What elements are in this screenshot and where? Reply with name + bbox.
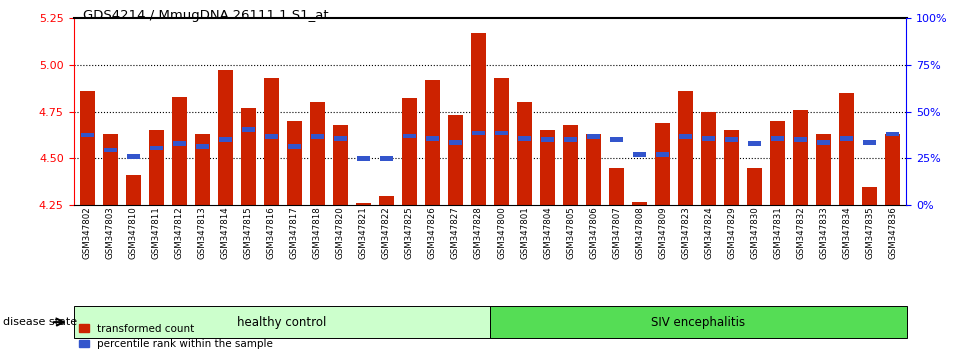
Bar	[219, 137, 232, 142]
Text: GDS4214 / MmugDNA.26111.1.S1_at: GDS4214 / MmugDNA.26111.1.S1_at	[83, 9, 329, 22]
Bar	[587, 135, 601, 139]
Bar	[104, 148, 117, 152]
Bar	[425, 80, 440, 205]
Bar	[771, 136, 784, 141]
Text: healthy control: healthy control	[237, 316, 326, 329]
Bar	[886, 132, 900, 136]
Bar	[356, 204, 370, 205]
Bar	[495, 131, 509, 136]
Bar	[839, 93, 855, 205]
Bar	[80, 133, 94, 137]
Bar	[172, 97, 187, 205]
Bar	[517, 136, 531, 141]
Bar	[586, 134, 601, 205]
Bar	[126, 154, 140, 159]
Bar	[218, 70, 233, 205]
Legend: transformed count, percentile rank within the sample: transformed count, percentile rank withi…	[78, 324, 273, 349]
Bar	[863, 140, 876, 145]
Bar	[265, 135, 278, 139]
Bar	[862, 187, 877, 205]
Bar	[196, 144, 209, 149]
Bar	[747, 168, 762, 205]
Bar	[103, 134, 118, 205]
Bar	[334, 136, 347, 141]
Bar	[793, 110, 808, 205]
Bar	[632, 201, 647, 205]
Bar	[333, 125, 348, 205]
Bar	[541, 137, 555, 142]
Bar	[656, 152, 669, 157]
Bar	[794, 137, 808, 142]
Bar	[310, 102, 325, 205]
Bar	[287, 121, 302, 205]
Bar	[172, 141, 186, 146]
Bar	[494, 78, 509, 205]
Bar	[264, 78, 279, 205]
Bar	[702, 136, 715, 141]
Bar	[540, 130, 555, 205]
Bar	[125, 175, 141, 205]
Bar	[610, 168, 624, 205]
Bar	[817, 140, 830, 145]
Bar	[701, 112, 716, 205]
Bar	[74, 306, 490, 338]
Bar	[490, 306, 906, 338]
Bar	[471, 131, 485, 136]
Bar	[517, 102, 532, 205]
Bar	[79, 91, 95, 205]
Bar	[679, 135, 692, 139]
Bar	[678, 91, 693, 205]
Bar	[403, 133, 416, 138]
Bar	[885, 134, 901, 205]
Bar	[242, 127, 255, 132]
Bar	[241, 108, 256, 205]
Bar	[149, 130, 164, 205]
Bar	[357, 156, 370, 161]
Bar	[471, 33, 486, 205]
Text: disease state: disease state	[3, 317, 77, 327]
Bar	[402, 98, 416, 205]
Bar	[449, 140, 463, 145]
Bar	[564, 125, 578, 205]
Bar	[633, 152, 646, 157]
Bar	[610, 137, 623, 142]
Bar	[770, 121, 785, 205]
Bar	[379, 196, 394, 205]
Bar	[840, 136, 854, 141]
Bar	[724, 130, 739, 205]
Text: SIV encephalitis: SIV encephalitis	[651, 316, 746, 329]
Bar	[655, 123, 670, 205]
Bar	[448, 115, 463, 205]
Bar	[195, 134, 210, 205]
Bar	[311, 135, 324, 139]
Bar	[288, 144, 301, 149]
Bar	[425, 136, 439, 141]
Bar	[725, 137, 738, 142]
Bar	[816, 134, 831, 205]
Bar	[564, 137, 577, 142]
Bar	[150, 146, 163, 150]
Bar	[748, 141, 761, 146]
Bar	[379, 156, 393, 161]
